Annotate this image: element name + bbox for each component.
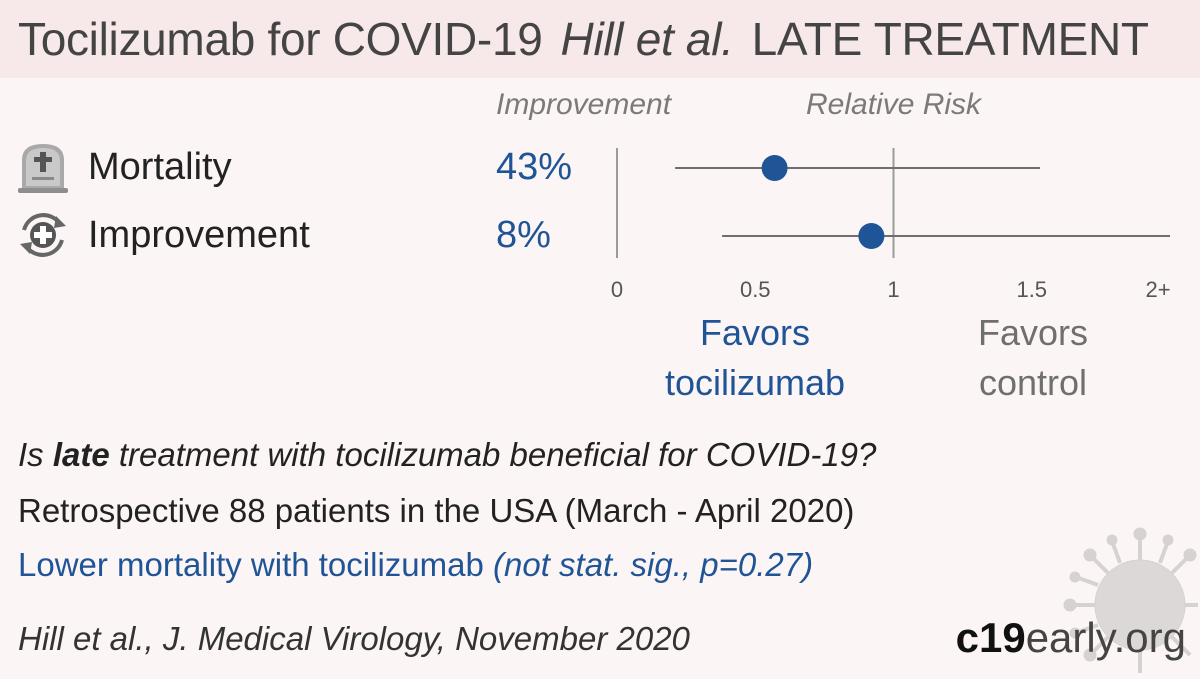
study-citation: Hill et al., J. Medical Virology, Novemb…: [18, 620, 690, 657]
result-main: Lower mortality with tocilizumab: [18, 546, 493, 583]
result-stat: (not stat. sig., p=0.27): [493, 546, 814, 583]
x-tick-label: 0.5: [740, 277, 771, 302]
improvement-column-header: Improvement: [496, 88, 672, 121]
study-description: Retrospective 88 patients in the USA (Ma…: [18, 492, 855, 529]
favors-control-line1: Favors: [977, 312, 1089, 353]
virus-icon: [1063, 527, 1198, 673]
x-tick-label: 2+: [1145, 277, 1170, 302]
favors-control-line2: control: [978, 362, 1088, 403]
study-question: Is late treatment with tocilizumab benef…: [18, 436, 876, 474]
outcome-label-improvement: Improvement: [88, 214, 310, 256]
relative-risk-column-header: Relative Risk: [806, 88, 982, 121]
favors-control-label: Favors control: [958, 308, 1108, 408]
header-bar: Tocilizumab for COVID-19 Hill et al. LATE …: [0, 0, 1200, 78]
brand-light: early.org: [1025, 614, 1186, 661]
question-emphasis: late: [52, 436, 110, 473]
favors-treatment-line2: tocilizumab: [664, 362, 846, 403]
favors-treatment-line1: Favors: [699, 312, 811, 353]
question-pre: Is: [18, 436, 53, 473]
title-drug: Tocilizumab for COVID-19: [18, 13, 543, 65]
x-tick-label: 1: [887, 277, 899, 302]
brand-logo: c19early.org: [956, 614, 1186, 662]
improvement-value-improvement: 8%: [496, 214, 551, 256]
study-result: Lower mortality with tocilizumab (not st…: [18, 546, 813, 584]
title-treatment: LATE TREATMENT: [751, 13, 1149, 65]
x-tick-label: 1.5: [1016, 277, 1047, 302]
question-post: treatment with tocilizumab beneficial fo…: [109, 436, 877, 473]
recovery-cross-icon: [20, 213, 66, 257]
title-authors: Hill et al.: [560, 13, 734, 65]
point-estimate-improvement: [858, 223, 885, 249]
outcome-label-mortality: Mortality: [88, 146, 232, 188]
page-title: Tocilizumab for COVID-19 Hill et al. LATE …: [18, 12, 1149, 66]
favors-treatment-label: Favors tocilizumab: [655, 308, 855, 408]
x-tick-label: 0: [611, 277, 623, 302]
brand-bold: c19: [955, 614, 1026, 661]
tombstone-icon: [18, 144, 68, 193]
point-estimate-mortality: [761, 155, 788, 181]
improvement-value-mortality: 43%: [496, 146, 573, 188]
